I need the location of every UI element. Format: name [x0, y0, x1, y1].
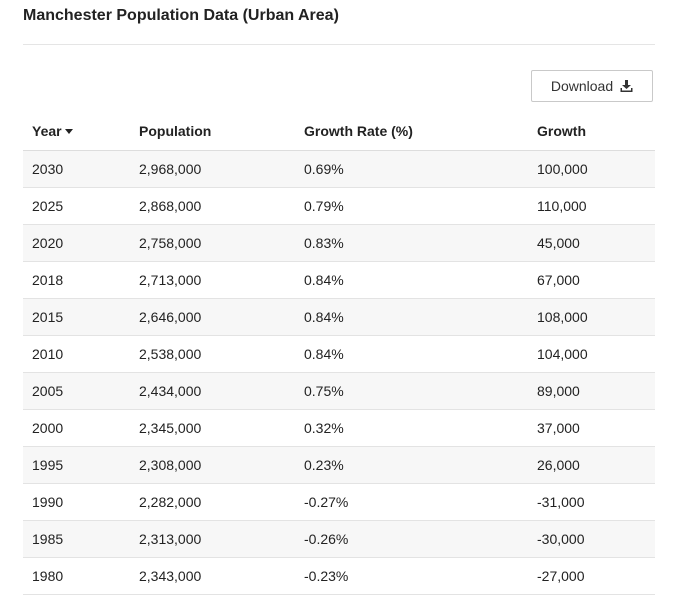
- cell-population: 2,713,000: [139, 261, 304, 299]
- table-row: 2005 2,434,000 0.75% 89,000: [23, 372, 655, 410]
- cell-growth: 104,000: [537, 335, 655, 373]
- column-header-growth[interactable]: Growth: [537, 113, 655, 151]
- cell-population: 2,308,000: [139, 446, 304, 484]
- cell-population: 2,758,000: [139, 224, 304, 262]
- cell-growth: 89,000: [537, 372, 655, 410]
- cell-growth: -31,000: [537, 483, 655, 521]
- table-row: 1980 2,343,000 -0.23% -27,000: [23, 557, 655, 595]
- table-row: 2030 2,968,000 0.69% 100,000: [23, 150, 655, 188]
- download-icon: [620, 80, 633, 92]
- cell-growth-rate: -0.26%: [304, 520, 537, 558]
- cell-growth-rate: 0.23%: [304, 446, 537, 484]
- table-body: 2030 2,968,000 0.69% 100,000 2025 2,868,000 0.…: [23, 150, 655, 595]
- cell-population: 2,345,000: [139, 409, 304, 447]
- cell-growth: 45,000: [537, 224, 655, 262]
- cell-growth: 26,000: [537, 446, 655, 484]
- sort-descending-icon: [64, 129, 73, 135]
- cell-growth: 110,000: [537, 187, 655, 225]
- table-header-row: Year Population Growth Rate (%) Growth: [23, 113, 655, 151]
- table-row: 2000 2,345,000 0.32% 37,000: [23, 409, 655, 447]
- cell-population: 2,343,000: [139, 557, 304, 595]
- cell-year: 2010: [23, 335, 139, 373]
- cell-year: 2025: [23, 187, 139, 225]
- cell-population: 2,868,000: [139, 187, 304, 225]
- download-label: Download: [550, 78, 614, 94]
- column-header-growth-rate[interactable]: Growth Rate (%): [304, 113, 537, 151]
- table-row: 2020 2,758,000 0.83% 45,000: [23, 224, 655, 262]
- cell-growth-rate: 0.32%: [304, 409, 537, 447]
- table-row: 2018 2,713,000 0.84% 67,000: [23, 261, 655, 299]
- cell-growth-rate: -0.27%: [304, 483, 537, 521]
- cell-year: 1985: [23, 520, 139, 558]
- table-row: 2010 2,538,000 0.84% 104,000: [23, 335, 655, 373]
- cell-population: 2,538,000: [139, 335, 304, 373]
- cell-population: 2,968,000: [139, 150, 304, 188]
- cell-year: 1990: [23, 483, 139, 521]
- column-header-year-label: Year: [32, 123, 62, 140]
- cell-growth-rate: 0.84%: [304, 298, 537, 336]
- column-header-population[interactable]: Population: [139, 113, 304, 151]
- cell-growth: 67,000: [537, 261, 655, 299]
- cell-year: 2030: [23, 150, 139, 188]
- cell-year: 2000: [23, 409, 139, 447]
- cell-year: 2020: [23, 224, 139, 262]
- table-row: 2025 2,868,000 0.79% 110,000: [23, 187, 655, 225]
- cell-growth: 37,000: [537, 409, 655, 447]
- table-row: 2015 2,646,000 0.84% 108,000: [23, 298, 655, 336]
- download-button[interactable]: Download: [531, 70, 653, 102]
- cell-growth-rate: 0.75%: [304, 372, 537, 410]
- title-divider: [23, 44, 655, 45]
- cell-growth: 108,000: [537, 298, 655, 336]
- table-row: 1995 2,308,000 0.23% 26,000: [23, 446, 655, 484]
- cell-year: 2005: [23, 372, 139, 410]
- cell-year: 2018: [23, 261, 139, 299]
- cell-population: 2,646,000: [139, 298, 304, 336]
- cell-growth-rate: 0.84%: [304, 335, 537, 373]
- population-table: Year Population Growth Rate (%) Growth 2…: [23, 113, 655, 595]
- cell-growth-rate: 0.79%: [304, 187, 537, 225]
- cell-year: 2015: [23, 298, 139, 336]
- cell-population: 2,434,000: [139, 372, 304, 410]
- cell-year: 1995: [23, 446, 139, 484]
- page-title: Manchester Population Data (Urban Area): [23, 7, 339, 24]
- cell-growth-rate: -0.23%: [304, 557, 537, 595]
- table-row: 1990 2,282,000 -0.27% -31,000: [23, 483, 655, 521]
- table-row: 1985 2,313,000 -0.26% -30,000: [23, 520, 655, 558]
- cell-growth-rate: 0.84%: [304, 261, 537, 299]
- cell-growth: 100,000: [537, 150, 655, 188]
- cell-growth-rate: 0.69%: [304, 150, 537, 188]
- cell-growth: -27,000: [537, 557, 655, 595]
- cell-population: 2,282,000: [139, 483, 304, 521]
- cell-population: 2,313,000: [139, 520, 304, 558]
- cell-year: 1980: [23, 557, 139, 595]
- cell-growth-rate: 0.83%: [304, 224, 537, 262]
- cell-growth: -30,000: [537, 520, 655, 558]
- column-header-year[interactable]: Year: [23, 113, 139, 151]
